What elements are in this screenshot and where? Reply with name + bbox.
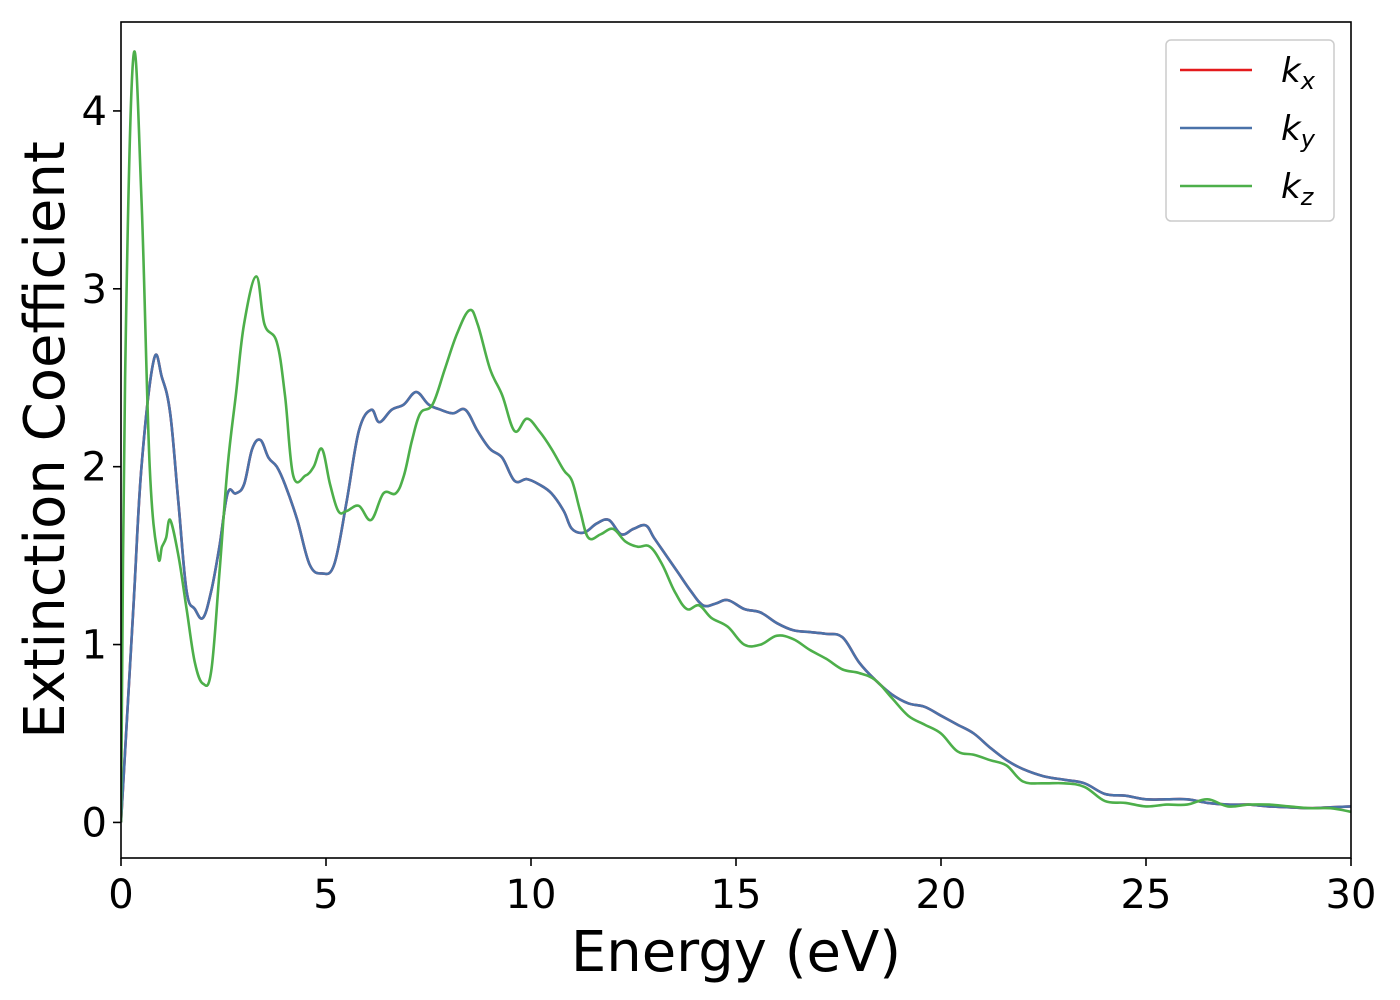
y-tick-label: 2: [82, 445, 107, 491]
legend: kx ky kz: [1165, 39, 1335, 222]
y-axis-title: Extinction Coefficient: [13, 141, 78, 739]
x-tick-label: 10: [506, 872, 557, 918]
legend-label-kx: kx: [1281, 51, 1316, 95]
x-axis-ticks: 0 5 10 15 20 25 30: [108, 858, 1376, 918]
y-tick-label: 3: [82, 267, 107, 313]
y-tick-label: 0: [82, 800, 107, 846]
series-line-ky: [121, 353, 1351, 823]
legend-box: [1165, 39, 1335, 222]
legend-label-ky: ky: [1281, 109, 1316, 153]
x-tick-label: 15: [711, 872, 762, 918]
x-tick-label: 25: [1121, 872, 1172, 918]
x-tick-label: 5: [313, 872, 338, 918]
y-tick-label: 4: [82, 89, 107, 135]
y-tick-label: 1: [82, 623, 107, 669]
series-line-kz: [121, 50, 1351, 823]
plot-background: [121, 22, 1351, 858]
x-tick-label: 30: [1326, 872, 1377, 918]
x-axis-title: Energy (eV): [571, 920, 901, 985]
y-axis-ticks: 0 1 2 3 4: [82, 89, 121, 846]
series-layer: [121, 50, 1351, 823]
x-tick-label: 0: [108, 872, 133, 918]
x-tick-label: 20: [916, 872, 967, 918]
legend-label-kz: kz: [1281, 167, 1315, 211]
